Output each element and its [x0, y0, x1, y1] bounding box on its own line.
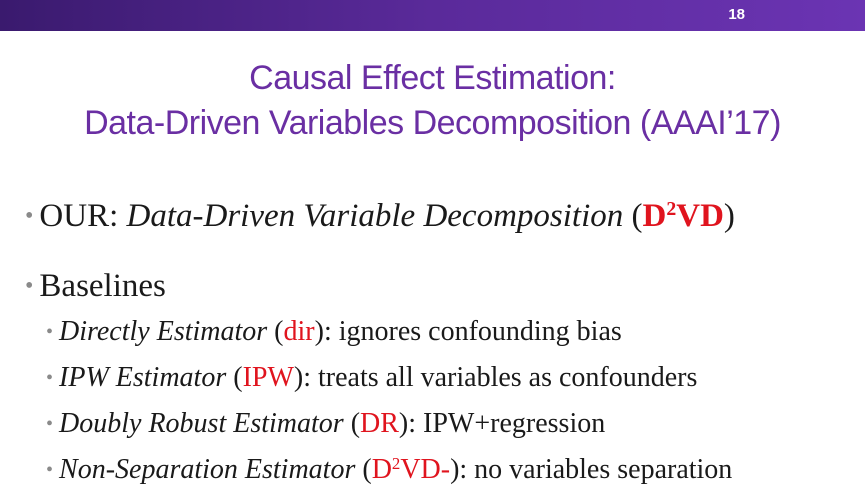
- close-paren: ): [450, 454, 460, 485]
- ours-abbreviation: D2VD: [643, 198, 724, 234]
- close-paren: ): [314, 316, 324, 347]
- bullet-baselines: • Baselines: [25, 268, 166, 305]
- title-line-2: Data-Driven Variables Decomposition (AAA…: [84, 104, 781, 142]
- baseline-item: • Doubly Robust Estimator (DR): IPW+regre…: [46, 408, 605, 440]
- baseline-name: Directly Estimator: [59, 316, 268, 347]
- bullet-ours: • OUR: Data-Driven Variable Decomposition…: [25, 198, 735, 235]
- baseline-description: : ignores confounding bias: [323, 316, 622, 347]
- baseline-item: • IPW Estimator (IPW): treats all variabl…: [46, 362, 697, 394]
- open-paren: (: [267, 316, 284, 347]
- ours-prefix: OUR:: [39, 198, 127, 234]
- baseline-name: IPW Estimator: [59, 362, 227, 393]
- baseline-item: • Directly Estimator (dir): ignores confo…: [46, 316, 622, 348]
- bullet-dot: •: [25, 273, 34, 299]
- abbr-part-a: D: [371, 454, 392, 485]
- title-line-1: Causal Effect Estimation:: [249, 59, 616, 97]
- baseline-description: : treats all variables as confounders: [303, 362, 698, 393]
- baseline-abbreviation: dir: [283, 316, 315, 347]
- close-paren: ): [293, 362, 304, 393]
- baselines-label: Baselines: [39, 268, 166, 304]
- ours-abbr-superscript: 2: [666, 198, 677, 221]
- bullet-dot: •: [25, 203, 34, 229]
- sub-bullet-dot: •: [46, 459, 54, 481]
- baseline-abbreviation: DR: [360, 408, 399, 439]
- baseline-item: • Non-Separation Estimator (D2VD-): no va…: [46, 454, 732, 486]
- baseline-description: : no variables separation: [459, 454, 733, 485]
- ours-method-name: Data-Driven Variable Decomposition: [126, 198, 624, 234]
- baseline-name: Non-Separation Estimator: [59, 454, 356, 485]
- ours-abbr-part-b: VD: [676, 198, 724, 234]
- baseline-name: Doubly Robust Estimator: [59, 408, 344, 439]
- sub-bullet-dot: •: [46, 413, 54, 435]
- header-bar: 18: [0, 0, 865, 31]
- close-paren: ): [398, 408, 409, 439]
- open-paren: (: [343, 408, 361, 439]
- sub-bullet-dot: •: [46, 367, 54, 389]
- open-paren: (: [226, 362, 243, 393]
- ours-close-paren: ): [723, 198, 735, 234]
- ours-open-paren: (: [623, 198, 643, 234]
- baseline-description: : IPW+regression: [408, 408, 606, 439]
- abbr-superscript: 2: [391, 453, 401, 473]
- baseline-abbreviation: IPW: [242, 362, 294, 393]
- sub-bullet-dot: •: [46, 321, 54, 343]
- slide-title: Causal Effect Estimation: Data-Driven Va…: [0, 56, 865, 146]
- ours-abbr-part-a: D: [642, 198, 667, 234]
- abbr-part-b: VD-: [400, 454, 451, 485]
- open-paren: (: [355, 454, 372, 485]
- baseline-abbreviation: D2VD-: [372, 454, 450, 485]
- slide-number: 18: [728, 6, 745, 23]
